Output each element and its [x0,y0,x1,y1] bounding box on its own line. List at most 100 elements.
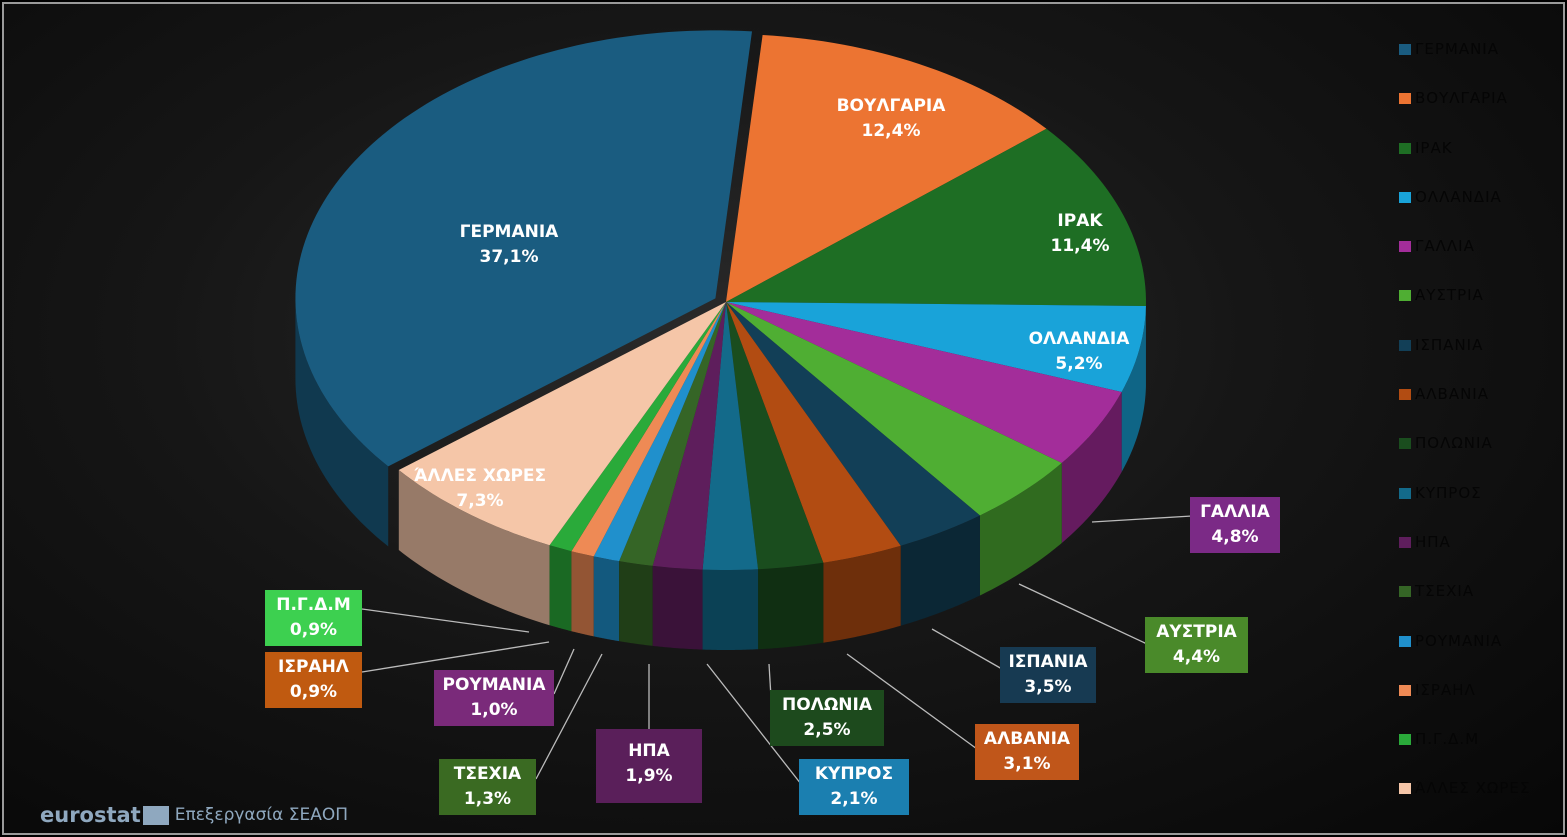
leader-line [846,653,978,750]
pie-slice-1 [726,35,1047,302]
eu-flag-icon [142,805,169,825]
legend-swatch [1399,290,1411,302]
legend-item: ΙΣΡΑΗΛ [1399,681,1530,730]
legend-item: ΓΕΡΜΑΝΙΑ [1399,40,1530,89]
pie-slice-side [758,562,824,650]
pie-slice-15 [398,302,726,546]
data-label-polonia: ΠΟΛΩΝΙΑ 2,5% [770,690,884,746]
leader-line [1091,515,1193,523]
legend-swatch [1399,93,1411,105]
legend-item: ΑΥΣΤΡΙΑ [1399,286,1530,335]
legend-item: ΠΟΛΩΝΙΑ [1399,434,1530,483]
legend-swatch [1399,635,1411,647]
legend-label: ΗΠΑ [1415,532,1451,551]
legend-swatch [1399,339,1411,351]
legend-item: ΚΥΠΡΟΣ [1399,484,1530,533]
pie-slice-7 [726,302,901,563]
leader-line [535,653,603,780]
data-label-albania: ΑΛΒΑΝΙΑ 3,1% [975,724,1079,780]
data-label-kypros: ΚΥΠΡΟΣ 2,1% [799,759,909,815]
pie-slice-side [571,551,594,637]
data-label-alles: ΆΛΛΕΣ ΧΩΡΕΣ 7,3% [413,466,547,511]
pie-slice-side [398,470,550,626]
pie-slice-4 [726,302,1122,464]
legend-swatch [1399,191,1411,203]
legend-label: ΠΟΛΩΝΙΑ [1415,434,1493,453]
footer: eurostat Επεξεργασία ΣΕΑΟΠ [40,803,348,827]
pie-slice-10 [652,302,726,570]
pie-slice-side [1061,391,1122,544]
legend-item: ΙΣΠΑΝΙΑ [1399,336,1530,385]
pie-slice-12 [593,302,726,562]
legend-item: ΓΑΛΛΙΑ [1399,237,1530,286]
pie-slice-11 [619,302,726,566]
pie-slice-side [652,565,703,650]
data-label-ollandia: ΟΛΛΑΝΔΙΑ 5,2% [1028,329,1130,374]
pie-slice-9 [702,302,759,570]
leader-line [553,648,575,695]
legend-label: ΑΥΣΤΡΙΑ [1415,286,1484,305]
pie-slice-side [549,545,572,632]
pie-chart [295,30,1193,785]
legend-swatch [1399,586,1411,598]
legend-label: ΚΥΠΡΟΣ [1415,483,1482,502]
pie-slice-3 [726,302,1146,392]
pie-slice-5 [726,302,1062,516]
legend-label: ΑΛΒΑΝΙΑ [1415,385,1489,404]
legend-swatch [1399,734,1411,746]
legend-label: ΓΑΛΛΙΑ [1415,237,1475,256]
data-label-roumania: ΡΟΥΜΑΝΙΑ 1,0% [434,670,554,726]
pie-slice-side [900,515,980,626]
legend-swatch [1399,44,1411,55]
leader-lines [361,515,1193,785]
legend-swatch [1399,783,1411,795]
source-note: Επεξεργασία ΣΕΑΟΠ [174,805,349,825]
pie-slice-side [702,569,759,650]
pie-slice-side [1121,305,1146,472]
pie-slice-side [295,298,389,547]
legend-swatch [1399,241,1411,253]
legend-item: ΆΛΛΕΣ ΧΩΡΕΣ [1399,779,1530,828]
legend-label: ΆΛΛΕΣ ΧΩΡΕΣ [1415,779,1531,798]
legend-swatch [1399,684,1411,696]
data-label-ispania: ΙΣΠΑΝΙΑ 3,5% [1000,647,1096,703]
leader-line [361,608,530,633]
data-label-irak: ΙΡΑΚ 11,4% [1050,211,1110,256]
pie-slice-16 [295,30,753,467]
legend-item: ΒΟΥΛΓΑΡΙΑ [1399,89,1530,138]
legend-label: ΓΕΡΜΑΝΙΑ [1415,40,1499,58]
legend-item: ΑΛΒΑΝΙΑ [1399,385,1530,434]
legend-item: Π.Γ.Δ.Μ [1399,730,1530,779]
pie-slice-8 [726,302,824,570]
legend: ΓΕΡΜΑΝΙΑ ΒΟΥΛΓΑΡΙΑ ΙΡΑΚ ΟΛΛΑΝΔΙΑ ΓΑΛΛΙΑ ΑΥΣΤΡ… [1399,40,1530,829]
data-label-pgdm: Π.Γ.Δ.Μ 0,9% [265,590,362,646]
pie-slice-side [593,556,620,642]
pie-slice-13 [571,302,726,557]
data-label-gallia: ΓΑΛΛΙΑ 4,8% [1190,497,1280,553]
legend-label: ΙΣΠΑΝΙΑ [1415,335,1484,354]
leader-line [931,628,1003,670]
data-label-hpa: ΗΠΑ 1,9% [596,729,702,803]
legend-item: ΤΣΕΧΙΑ [1399,582,1530,631]
legend-label: ΒΟΥΛΓΑΡΙΑ [1415,89,1508,108]
legend-label: ΡΟΥΜΑΝΙΑ [1415,631,1503,650]
data-label-tsexia: ΤΣΕΧΙΑ 1,3% [439,759,536,815]
legend-item: ΡΟΥΜΑΝΙΑ [1399,632,1530,681]
data-label-austria: ΑΥΣΤΡΙΑ 4,4% [1145,617,1248,673]
legend-label: ΙΣΡΑΗΛ [1415,680,1476,699]
leader-line [361,641,550,673]
legend-label: ΙΡΑΚ [1415,138,1453,157]
pie-slice-side [619,561,653,646]
pie-slice-2 [726,128,1146,306]
leader-line [1018,583,1148,645]
pie-slice-side [979,463,1062,596]
legend-label: Π.Γ.Δ.Μ [1415,730,1480,749]
data-label-germania: ΓΕΡΜΑΝΙΑ 37,1% [459,222,559,267]
legend-item: ΗΠΑ [1399,533,1530,582]
pie-slice-14 [549,302,726,552]
pie-slice-side [823,545,901,643]
legend-swatch [1399,536,1411,548]
legend-swatch [1399,438,1411,450]
legend-label: ΟΛΛΑΝΔΙΑ [1415,187,1502,206]
